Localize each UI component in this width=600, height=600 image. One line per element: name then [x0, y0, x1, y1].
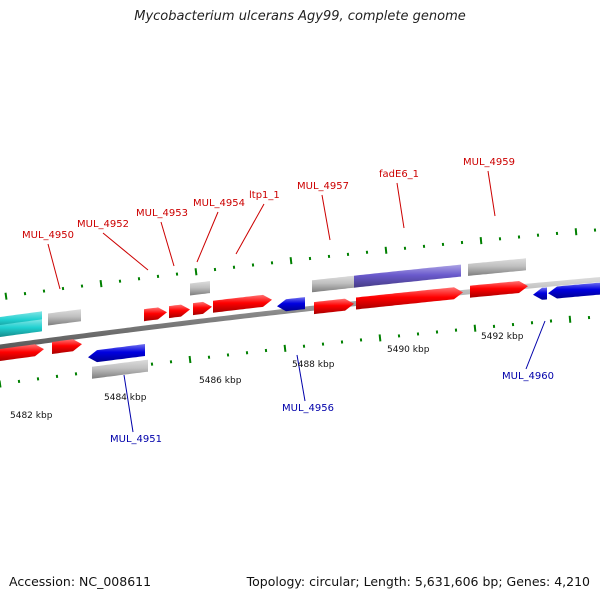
scale-tick — [4, 292, 8, 300]
scale-tick — [99, 280, 103, 288]
gene-features — [0, 258, 600, 379]
scale-tick — [479, 237, 483, 245]
highlighted-feature[interactable] — [354, 264, 461, 288]
reverse-cds-feature[interactable] — [277, 297, 305, 312]
scale-tick — [289, 257, 293, 265]
forward-cds-feature[interactable] — [0, 344, 44, 362]
gene-label[interactable]: MUL_4953 — [136, 208, 188, 219]
scale-tick — [378, 334, 382, 342]
label-connector — [102, 232, 149, 271]
scale-tick — [194, 268, 198, 276]
label-connector — [160, 221, 175, 267]
label-connector — [321, 194, 331, 241]
scale-label: 5486 kbp — [199, 376, 242, 386]
forward-cds-feature[interactable] — [356, 287, 463, 310]
gene-label[interactable]: fadE6_1 — [379, 169, 419, 180]
label-connector — [296, 354, 306, 402]
scale-label: 5484 kbp — [104, 393, 147, 403]
reverse-cds-feature[interactable] — [533, 287, 547, 300]
forward-cds-feature[interactable] — [193, 301, 212, 316]
gene-label[interactable]: MUL_4956 — [282, 403, 334, 414]
label-connectors — [47, 170, 546, 433]
reverse-cds-feature[interactable] — [548, 282, 600, 299]
gene-label[interactable]: MUL_4959 — [463, 157, 515, 168]
forward-cds-feature[interactable] — [314, 298, 354, 315]
scale-tick — [473, 324, 477, 332]
gene-label[interactable]: ltp1_1 — [249, 190, 280, 201]
forward-cds-feature[interactable] — [213, 294, 272, 313]
scale-labels: 5482 kbp 5484 kbp 5486 kbp 5488 kbp 5490 kbp… — [10, 332, 524, 421]
label-connector — [235, 203, 265, 255]
label-connector — [525, 320, 546, 370]
gene-label[interactable]: MUL_4957 — [297, 181, 349, 192]
reverse-cds-feature[interactable] — [88, 344, 145, 363]
forward-cds-feature[interactable] — [52, 339, 82, 354]
rna-feature[interactable] — [0, 319, 42, 338]
gene-feature[interactable] — [312, 275, 354, 293]
gene-feature[interactable] — [92, 359, 148, 379]
genome-stats-text: Topology: circular; Length: 5,631,606 bp… — [246, 574, 590, 589]
scale-tick — [283, 344, 287, 352]
scale-label: 5490 kbp — [387, 345, 430, 355]
gene-label[interactable]: MUL_4951 — [110, 434, 162, 445]
label-connector — [47, 243, 61, 290]
forward-cds-feature[interactable] — [169, 304, 190, 319]
forward-cds-feature[interactable] — [144, 307, 167, 322]
gene-feature[interactable] — [190, 281, 210, 296]
label-connector — [196, 211, 219, 263]
label-connector — [123, 374, 134, 433]
gene-feature[interactable] — [48, 309, 81, 326]
scale-label: 5482 kbp — [10, 411, 53, 421]
gene-label[interactable]: MUL_4960 — [502, 371, 554, 382]
scale-tick — [188, 355, 192, 364]
scale-tick — [574, 228, 578, 236]
scale-tick — [384, 246, 388, 254]
gene-label[interactable]: MUL_4954 — [193, 198, 245, 209]
label-connector — [396, 182, 405, 229]
gene-label[interactable]: MUL_4950 — [22, 230, 74, 241]
gene-label[interactable]: MUL_4952 — [77, 219, 129, 230]
gene-feature[interactable] — [468, 258, 526, 276]
scale-tick — [568, 315, 572, 323]
forward-cds-feature[interactable] — [470, 281, 528, 298]
scale-label: 5492 kbp — [481, 332, 524, 342]
accession-text: Accession: NC_008611 — [9, 574, 152, 589]
map-title: Mycobacterium ulcerans Agy99, complete g… — [134, 9, 466, 24]
label-connector — [487, 170, 496, 217]
scale-label: 5488 kbp — [292, 360, 335, 370]
